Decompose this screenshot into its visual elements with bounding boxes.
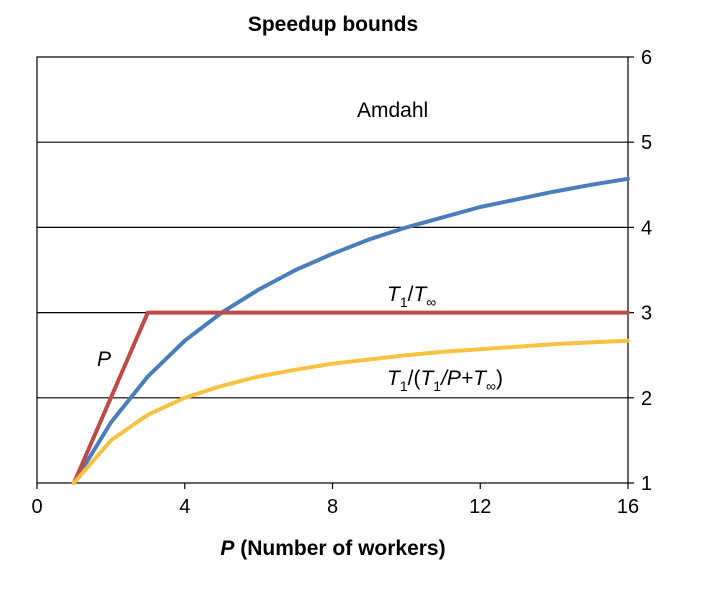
x-axis: 0 4 8 12 16	[31, 483, 639, 518]
y-tick-label: 1	[641, 473, 652, 495]
series-line-span	[71, 310, 630, 485]
x-tick-label: 12	[469, 496, 491, 518]
y-tick-label: 6	[641, 47, 652, 69]
series-line-greedy	[71, 338, 630, 485]
y-tick-label: 4	[641, 217, 652, 239]
y-tick-label: 5	[641, 132, 652, 154]
y-tick-label: 2	[641, 388, 652, 410]
greedy-label: T1/(T1/P+T∞)	[387, 367, 503, 394]
y-axis: 1 2 3 4 5 6	[628, 47, 652, 495]
x-tick-label: 16	[617, 496, 639, 518]
y-tick-label: 3	[641, 303, 652, 325]
x-axis-label: P (Number of workers)	[220, 537, 445, 560]
x-tick-label: 4	[179, 496, 190, 518]
plot-frame	[36, 56, 629, 484]
x-tick-label: 0	[31, 496, 42, 518]
span-label: T1/T∞	[387, 283, 436, 310]
p-label: P	[97, 348, 111, 371]
series-line-amdahl	[71, 176, 630, 485]
chart-title: Speedup bounds	[248, 13, 418, 36]
series-group	[71, 176, 630, 485]
amdahl-label: Amdahl	[357, 99, 428, 122]
x-tick-label: 8	[327, 496, 338, 518]
